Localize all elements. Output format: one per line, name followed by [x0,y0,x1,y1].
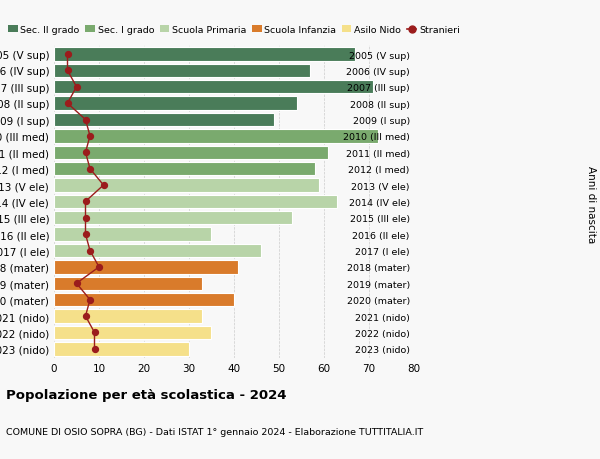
Point [63,51,72,59]
Bar [54,326,211,339]
Text: COMUNE DI OSIO SOPRA (BG) - Dati ISTAT 1° gennaio 2024 - Elaborazione TUTTITALIA: COMUNE DI OSIO SOPRA (BG) - Dati ISTAT 1… [6,427,423,436]
Point [98,182,109,189]
Point [85,247,95,255]
Point [80,149,91,157]
Point [72,84,82,91]
Bar [54,48,355,62]
Point [80,117,91,124]
Text: Popolazione per età scolastica - 2024: Popolazione per età scolastica - 2024 [6,388,287,401]
Bar [54,212,292,225]
Bar [54,81,373,94]
Point [90,329,100,336]
Bar [54,65,311,78]
Bar [54,195,337,209]
Bar [54,162,315,176]
Bar [54,244,261,257]
Bar [54,113,274,127]
Text: Anni di nascita: Anni di nascita [586,166,596,243]
Bar [54,146,329,160]
Bar [54,310,202,323]
Point [72,280,82,287]
Point [63,67,72,75]
Point [80,215,91,222]
Legend: Sec. II grado, Sec. I grado, Scuola Primaria, Scuola Infanzia, Asilo Nido, Stran: Sec. II grado, Sec. I grado, Scuola Prim… [8,26,460,35]
Point [80,313,91,320]
Bar [54,293,234,307]
Point [85,297,95,304]
Bar [54,228,211,241]
Point [80,198,91,206]
Point [85,133,95,140]
Bar [54,277,202,291]
Point [63,100,72,107]
Point [94,263,104,271]
Point [80,231,91,238]
Bar [54,179,319,192]
Bar [54,342,189,356]
Bar [54,97,297,111]
Bar [54,130,378,143]
Point [90,345,100,353]
Point [85,166,95,173]
Bar [54,261,238,274]
